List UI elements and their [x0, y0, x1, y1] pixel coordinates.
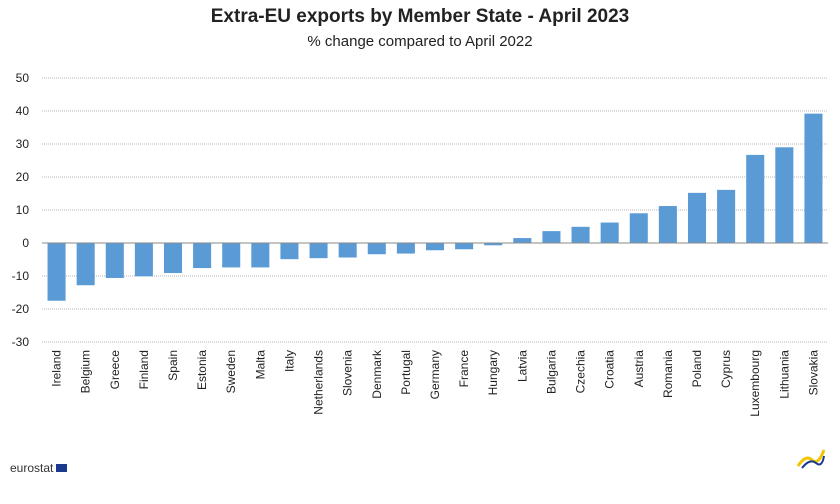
y-tick-label: -30 [12, 335, 30, 349]
y-tick-label: -20 [12, 302, 30, 316]
bar-germany [425, 243, 445, 251]
x-tick-label: France [457, 350, 471, 388]
bar-luxembourg [746, 154, 765, 243]
y-tick-label: -10 [12, 269, 30, 283]
x-tick-label: Slovakia [806, 350, 820, 396]
x-tick-label: Estonia [195, 350, 209, 390]
bar-bulgaria [542, 231, 561, 243]
eurostat-swoosh-icon [796, 449, 826, 469]
bar-poland [687, 192, 707, 243]
x-tick-label: Sweden [224, 350, 238, 393]
eu-flag-icon [56, 464, 68, 472]
y-tick-label: 50 [16, 71, 30, 85]
x-tick-label: Luxembourg [748, 350, 762, 417]
bar-czechia [571, 226, 590, 243]
y-tick-label: 0 [22, 236, 29, 250]
bar-hungary [484, 243, 503, 246]
bar-austria [629, 213, 648, 243]
y-tick-label: 30 [16, 137, 30, 151]
y-tick-labels: 50 40 30 20 10 0 -10 -20 -30 [12, 71, 30, 349]
x-tick-label: Poland [690, 350, 704, 387]
chart-title: Extra-EU exports by Member State - April… [210, 6, 630, 27]
bar-malta [251, 243, 270, 268]
bar-romania [658, 206, 677, 243]
x-tick-label: Greece [108, 350, 122, 390]
x-tick-label: Finland [137, 350, 151, 389]
bar-slovenia [338, 243, 357, 258]
y-tick-label: 20 [16, 170, 30, 184]
x-tick-label: Belgium [79, 350, 93, 393]
x-tick-label: Bulgaria [544, 350, 558, 394]
bar-croatia [600, 222, 619, 243]
bar-estonia [193, 243, 212, 269]
eurostat-logo-text: eurostat [10, 461, 54, 475]
gridlines [42, 77, 828, 343]
x-tick-label: Germany [428, 350, 442, 399]
eurostat-logo: eurostat [10, 461, 68, 475]
y-tick-label: 40 [16, 104, 30, 118]
bar-finland [134, 243, 153, 277]
y-tick-label: 10 [16, 203, 30, 217]
bars [47, 113, 823, 301]
bar-netherlands [309, 243, 328, 259]
x-tick-labels: Ireland Belgium Greece Finland Spain Estonia S… [50, 349, 821, 417]
x-tick-label: Hungary [486, 350, 500, 395]
bar-italy [280, 243, 299, 260]
x-tick-label: Austria [632, 350, 646, 388]
x-tick-label: Slovenia [341, 350, 355, 396]
chart-subtitle: % change compared to April 2022 [307, 33, 533, 50]
bar-spain [163, 243, 183, 274]
x-tick-label: Denmark [370, 349, 384, 399]
bar-cyprus [717, 189, 736, 243]
x-tick-label: Czechia [574, 350, 588, 394]
x-tick-label: Italy [282, 350, 296, 372]
x-tick-label: Spain [166, 350, 180, 381]
bar-ireland [47, 243, 66, 301]
x-tick-label: Cyprus [719, 350, 733, 388]
x-tick-label: Romania [661, 350, 675, 398]
bar-latvia [513, 238, 532, 243]
bar-greece [105, 243, 124, 278]
x-tick-label: Netherlands [312, 350, 326, 415]
bar-sweden [222, 243, 241, 268]
x-tick-label: Latvia [515, 350, 529, 382]
x-tick-label: Lithuania [777, 350, 791, 399]
bar-denmark [367, 243, 386, 255]
x-tick-label: Croatia [603, 350, 617, 389]
bar-lithuania [775, 147, 794, 243]
bar-france [455, 243, 474, 250]
bar-belgium [76, 243, 95, 286]
bar-portugal [396, 243, 415, 254]
x-tick-label: Malta [253, 350, 267, 380]
x-tick-label: Ireland [50, 350, 64, 387]
x-tick-label: Portugal [399, 350, 413, 395]
bar-slovakia [804, 113, 823, 243]
